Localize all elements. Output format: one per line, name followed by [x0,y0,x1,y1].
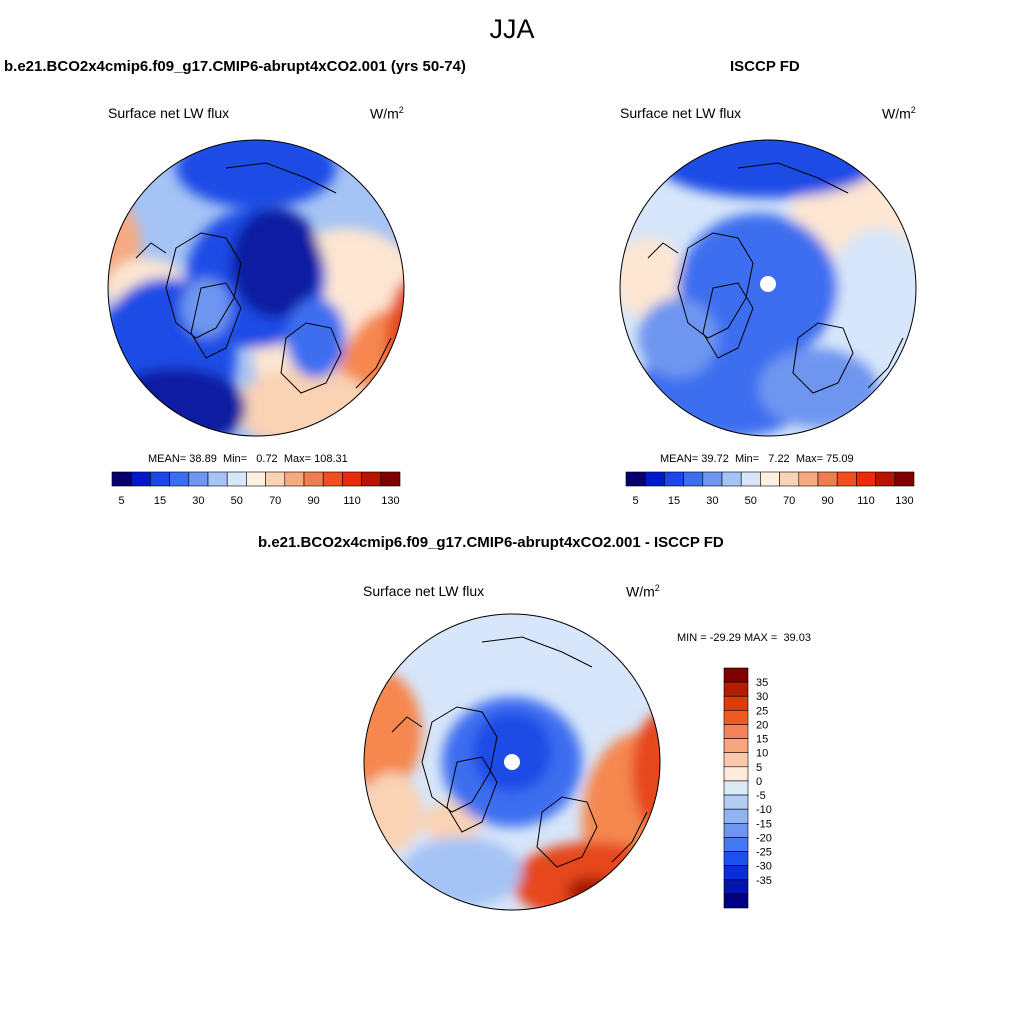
diff-stats: MIN = -29.29 MAX = 39.03 [677,632,811,644]
model-colorbar-swatch [284,471,305,487]
model-colorbar-swatch [380,471,401,487]
obs-colorbar-swatch [894,471,915,487]
model-colorbar-tick-label: 50 [231,495,243,507]
obs-colorbar-tick-label: 5 [633,495,639,507]
diff-colorbar-tick-label: 10 [756,748,768,760]
obs-colorbar-swatch [779,471,800,487]
model-colorbar-swatch [303,471,324,487]
model-colorbar-swatch [342,471,362,487]
obs-colorbar-swatch [702,471,723,487]
diff-colorbar-swatch [723,879,749,895]
diff-colorbar-swatch [723,667,749,683]
model-panel-title: b.e21.BCO2x4cmip6.f09_g17.CMIP6-abrupt4x… [4,58,466,75]
model-colorbar-swatch [207,471,228,487]
diff-colorbar-swatch [723,681,749,697]
model-colorbar-tick-label: 15 [154,495,166,507]
model-polar-map [107,139,405,437]
diff-colorbar-tick-label: 30 [756,691,768,703]
obs-stats: MEAN= 39.72 Min= 7.22 Max= 75.09 [660,453,854,465]
model-colorbar-tick-label: 90 [307,495,319,507]
obs-colorbar-swatch [625,471,646,487]
obs-colorbar-tick-label: 130 [895,495,913,507]
obs-panel-title: ISCCP FD [730,58,800,75]
diff-colorbar-swatch [723,710,749,725]
diff-colorbar-swatch [723,865,749,881]
model-colorbar-swatch [188,471,209,487]
model-colorbar-swatch [226,471,247,487]
diff-colorbar-swatch [723,794,749,810]
diff-colorbar-swatch [723,738,749,754]
diff-colorbar-swatch [723,752,749,768]
model-colorbar-swatch [361,471,382,487]
model-colorbar-swatch [150,471,170,487]
diff-colorbar-swatch [723,695,749,711]
obs-colorbar-swatch [856,471,876,487]
model-stats: MEAN= 38.89 Min= 0.72 Max= 108.31 [148,453,348,465]
diff-colorbar-tick-label: -20 [756,832,772,844]
obs-colorbar-tick-label: 70 [783,495,795,507]
model-colorbar-tick-label: 130 [381,495,399,507]
diff-colorbar-tick-label: -35 [756,875,772,887]
model-units-label: W/m2 [370,105,404,122]
diff-colorbar-swatch [723,893,749,909]
diff-colorbar-swatch [723,808,749,824]
obs-colorbar-swatch [836,471,857,487]
diff-colorbar-tick-label: -10 [756,804,772,816]
obs-colorbar-swatch [664,471,684,487]
diff-colorbar-tick-label: 0 [756,776,762,788]
model-colorbar-swatch [169,471,190,487]
model-colorbar-tick-label: 5 [119,495,125,507]
obs-colorbar: 5 15 30 50 70 90 110 130 [625,471,915,507]
diff-colorbar-tick-label: 25 [756,705,768,717]
diff-colorbar: 35 30 25 20 15 10 5 0 -5 -10 -15 -20 -25 -30 -35 [723,667,772,909]
diff-colorbar-tick-label: 15 [756,734,768,746]
diff-colorbar-tick-label: -15 [756,818,772,830]
obs-colorbar-swatch [875,471,896,487]
diff-colorbar-tick-label: 35 [756,677,768,689]
model-colorbar-swatch [246,471,266,487]
obs-colorbar-tick-label: 90 [821,495,833,507]
obs-colorbar-swatch [740,471,761,487]
obs-colorbar-tick-label: 15 [668,495,680,507]
diff-colorbar-swatch [723,780,749,796]
diff-polar-map [363,613,661,911]
model-colorbar-swatch [111,471,132,487]
diff-variable-label: Surface net LW flux [363,583,485,599]
obs-polar-map [619,139,917,437]
obs-colorbar-swatch [817,471,838,487]
diff-units-label: W/m2 [626,583,660,600]
diff-panel-title: b.e21.BCO2x4cmip6.f09_g17.CMIP6-abrupt4x… [258,534,724,551]
diff-colorbar-tick-label: -5 [756,790,766,802]
obs-colorbar-tick-label: 50 [745,495,757,507]
obs-colorbar-swatch [760,471,780,487]
diff-colorbar-tick-label: -30 [756,861,772,873]
obs-units-label: W/m2 [882,105,916,122]
model-colorbar-tick-label: 110 [343,495,361,507]
obs-variable-label: Surface net LW flux [620,105,742,121]
diff-colorbar-swatch [723,851,749,866]
diff-colorbar-swatch [723,822,749,838]
diff-colorbar-tick-label: 5 [756,762,762,774]
diff-colorbar-swatch [723,837,749,852]
model-colorbar-swatch [130,471,151,487]
obs-colorbar-swatch [644,471,665,487]
obs-colorbar-tick-label: 30 [706,495,718,507]
figure-title: JJA [489,14,535,44]
model-colorbar-swatch [265,471,286,487]
diff-colorbar-swatch [723,724,749,739]
model-colorbar-tick-label: 30 [192,495,204,507]
model-colorbar-swatch [322,471,343,487]
diff-colorbar-swatch [723,766,749,782]
obs-colorbar-swatch [721,471,742,487]
diff-colorbar-tick-label: -25 [756,847,772,859]
obs-colorbar-tick-label: 110 [857,495,875,507]
model-colorbar: 5 15 30 50 70 90 110 130 [111,471,401,507]
model-colorbar-tick-label: 70 [269,495,281,507]
model-variable-label: Surface net LW flux [108,105,230,121]
diff-colorbar-tick-label: 20 [756,719,768,731]
obs-colorbar-swatch [798,471,819,487]
obs-colorbar-swatch [683,471,704,487]
